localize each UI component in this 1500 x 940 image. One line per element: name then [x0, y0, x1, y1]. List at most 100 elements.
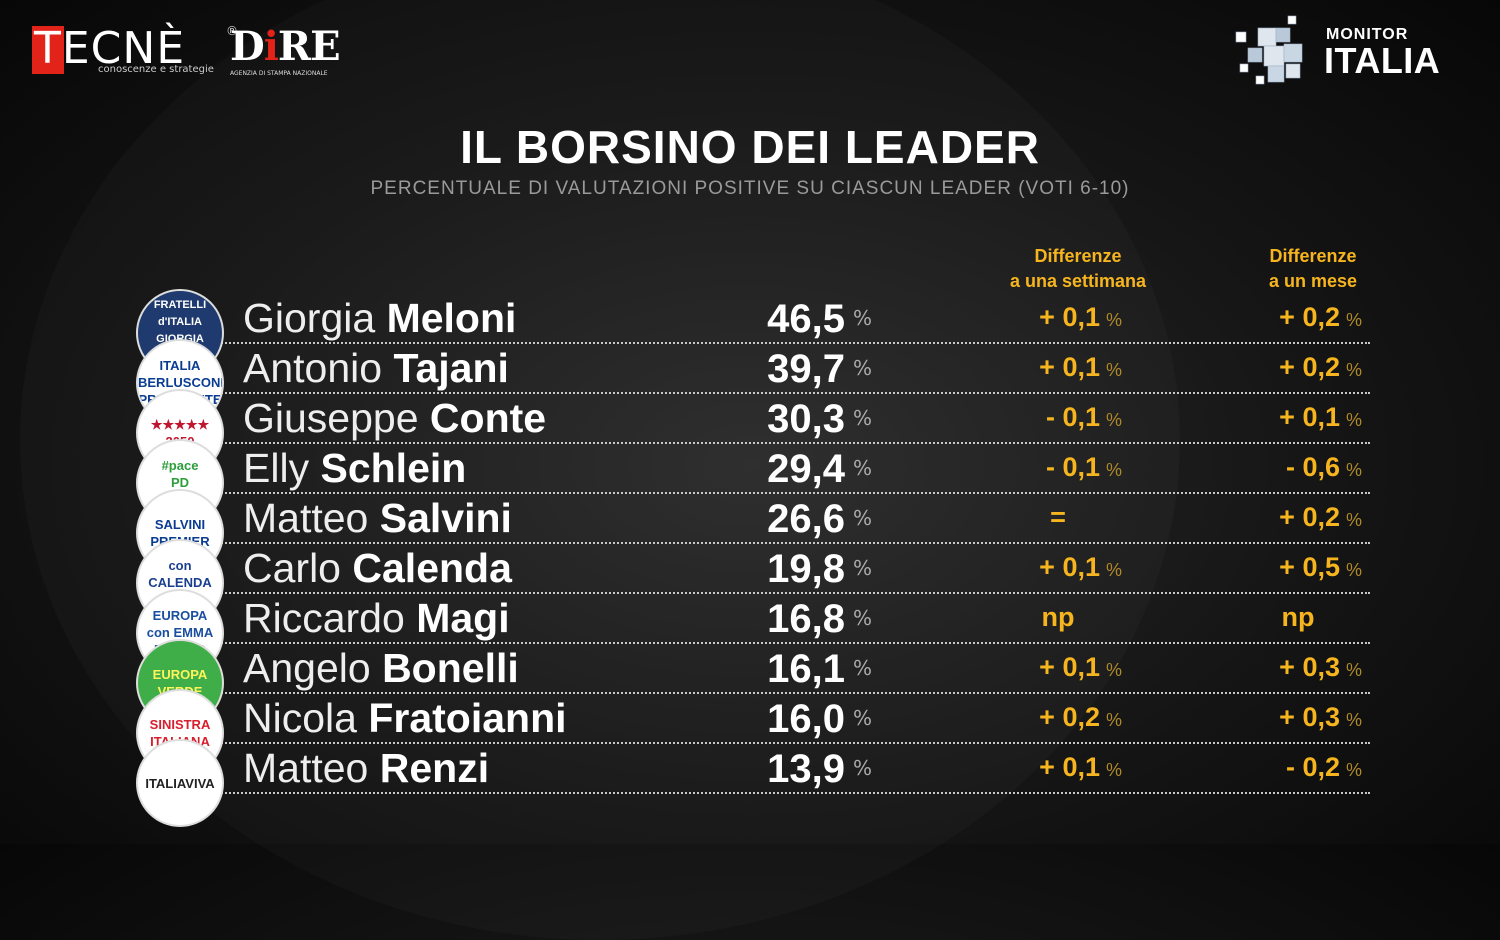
page-title: IL BORSINO DEI LEADER: [460, 121, 1040, 173]
last-name: Calenda: [352, 545, 512, 591]
month-difference: + 0,2%: [1279, 302, 1362, 332]
last-name: Tajani: [393, 345, 509, 391]
logo-text: CALENDA: [148, 575, 212, 590]
percent-sign: %: [853, 456, 873, 480]
percent-sign: %: [853, 656, 873, 680]
percent-sign: %: [853, 706, 873, 730]
last-name: Meloni: [386, 295, 517, 341]
first-name: Matteo: [243, 495, 369, 541]
first-name: Antonio: [243, 345, 383, 391]
leader-name: Giuseppe Conte: [243, 394, 546, 442]
leader-name: Giorgia Meloni: [243, 294, 516, 342]
percent-sign: %: [853, 556, 873, 580]
percent-sign: %: [853, 756, 873, 780]
row-separator: [210, 392, 1370, 394]
last-name: Conte: [429, 395, 547, 441]
last-name: Salvini: [379, 495, 512, 541]
rating-value: 16,0: [767, 697, 845, 741]
italia-label: ITALIA: [1324, 40, 1441, 81]
first-name: Giorgia: [243, 295, 376, 341]
logo-text: FRATELLI: [153, 299, 207, 311]
table-row: #pacePDPartito Democratico Elly Schlein …: [0, 439, 1500, 527]
monitor-label: MONITOR: [1326, 26, 1409, 43]
column-header-month: Differenze a un mese: [1268, 246, 1358, 291]
last-name: Magi: [416, 595, 510, 641]
week-difference: np: [1041, 602, 1075, 632]
first-name: Riccardo: [243, 595, 405, 641]
cubes-icon: [1235, 15, 1303, 85]
percent-sign: %: [853, 306, 873, 330]
logo-text: ITALIAVIVA: [145, 776, 215, 791]
row-separator: [210, 742, 1370, 744]
first-name: Elly: [243, 445, 310, 491]
rating-value: 16,8: [767, 597, 845, 641]
first-name: Nicola: [243, 695, 357, 741]
column-header-week: Differenze a una settimana: [1009, 246, 1147, 291]
dire-tagline: AGENZIA DI STAMPA NAZIONALE: [230, 70, 328, 77]
rating-value: 30,3: [767, 397, 845, 441]
page-subtitle: PERCENTUALE DI VALUTAZIONI POSITIVE SU C…: [370, 178, 1130, 199]
row-separator: [210, 642, 1370, 644]
table-row: ★★★★★2050 Giuseppe Conte 30,3 % - 0,1% +…: [0, 389, 1500, 477]
leader-name: Riccardo Magi: [243, 594, 510, 642]
last-name: Fratoianni: [368, 695, 567, 741]
logo-text: BERLUSCONI: [138, 375, 224, 390]
week-difference: + 0,2%: [1039, 702, 1122, 732]
tecne-red-block: [32, 26, 64, 74]
week-difference: - 0,1%: [1045, 402, 1122, 432]
logo-text: ITALIA: [159, 358, 201, 373]
leader-name: Nicola Fratoianni: [243, 694, 567, 742]
rating-value: 13,9: [767, 747, 845, 791]
week-difference: - 0,1%: [1045, 452, 1122, 482]
rating-value: 29,4: [767, 447, 845, 491]
logo-text: PD: [170, 475, 190, 490]
rating-value: 16,1: [767, 647, 845, 691]
row-separator: [210, 442, 1370, 444]
leader-name: Carlo Calenda: [243, 544, 512, 592]
tecne-wordmark: TECNÈ: [34, 23, 186, 74]
leader-name: Antonio Tajani: [243, 344, 509, 392]
month-difference: - 0,2%: [1285, 752, 1362, 782]
logo-text: SINISTRA: [149, 717, 211, 732]
monitor-italia-logo: MONITOR ITALIA: [1230, 14, 1470, 94]
logo-text: SALVINI: [154, 517, 206, 532]
tecne-tagline: conoscenze e strategie: [98, 64, 214, 75]
month-difference: + 0,3%: [1279, 702, 1362, 732]
month-difference: + 0,5%: [1279, 552, 1362, 582]
percent-sign: %: [853, 506, 873, 530]
leader-name: Elly Schlein: [243, 444, 466, 492]
first-name: Carlo: [243, 545, 341, 591]
week-difference: + 0,1%: [1039, 352, 1122, 382]
logo-text: #pace: [161, 458, 199, 473]
first-name: Giuseppe: [243, 395, 419, 441]
logo-text: EUROPA: [152, 608, 208, 623]
week-difference: + 0,1%: [1039, 552, 1122, 582]
logo-text: ★★★★★: [150, 417, 210, 432]
month-difference: + 0,2%: [1279, 352, 1362, 382]
week-difference: + 0,1%: [1039, 652, 1122, 682]
logo-text: d'ITALIA: [158, 316, 202, 328]
rating-value: 19,8: [767, 547, 845, 591]
rating-value: 46,5: [767, 297, 845, 341]
percent-sign: %: [853, 356, 873, 380]
row-separator: [210, 692, 1370, 694]
row-separator: [210, 492, 1370, 494]
month-difference: + 0,2%: [1279, 502, 1362, 532]
month-difference: + 0,1%: [1279, 402, 1362, 432]
percent-sign: %: [853, 606, 873, 630]
logo-text: EUROPA: [152, 667, 208, 682]
row-separator: [210, 592, 1370, 594]
table-row: conCALENDArenew europe Carlo Calenda 19,…: [0, 539, 1500, 627]
registered-mark: ®: [226, 24, 238, 38]
first-name: Angelo: [243, 645, 371, 691]
rating-value: 26,6: [767, 497, 845, 541]
percent-sign: %: [853, 406, 873, 430]
row-separator: [210, 542, 1370, 544]
week-difference: + 0,1%: [1039, 752, 1122, 782]
month-difference: np: [1281, 602, 1315, 632]
leader-name: Matteo Renzi: [243, 744, 489, 792]
rating-value: 39,7: [767, 347, 845, 391]
table-row: SALVINIPREMIER Matteo Salvini 26,6 % = +…: [0, 489, 1500, 577]
